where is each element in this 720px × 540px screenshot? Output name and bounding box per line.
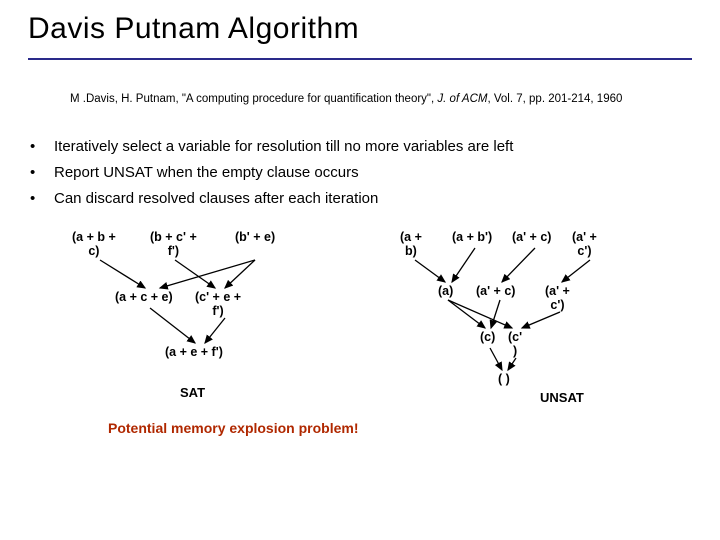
diagram-arrows — [0, 0, 720, 540]
